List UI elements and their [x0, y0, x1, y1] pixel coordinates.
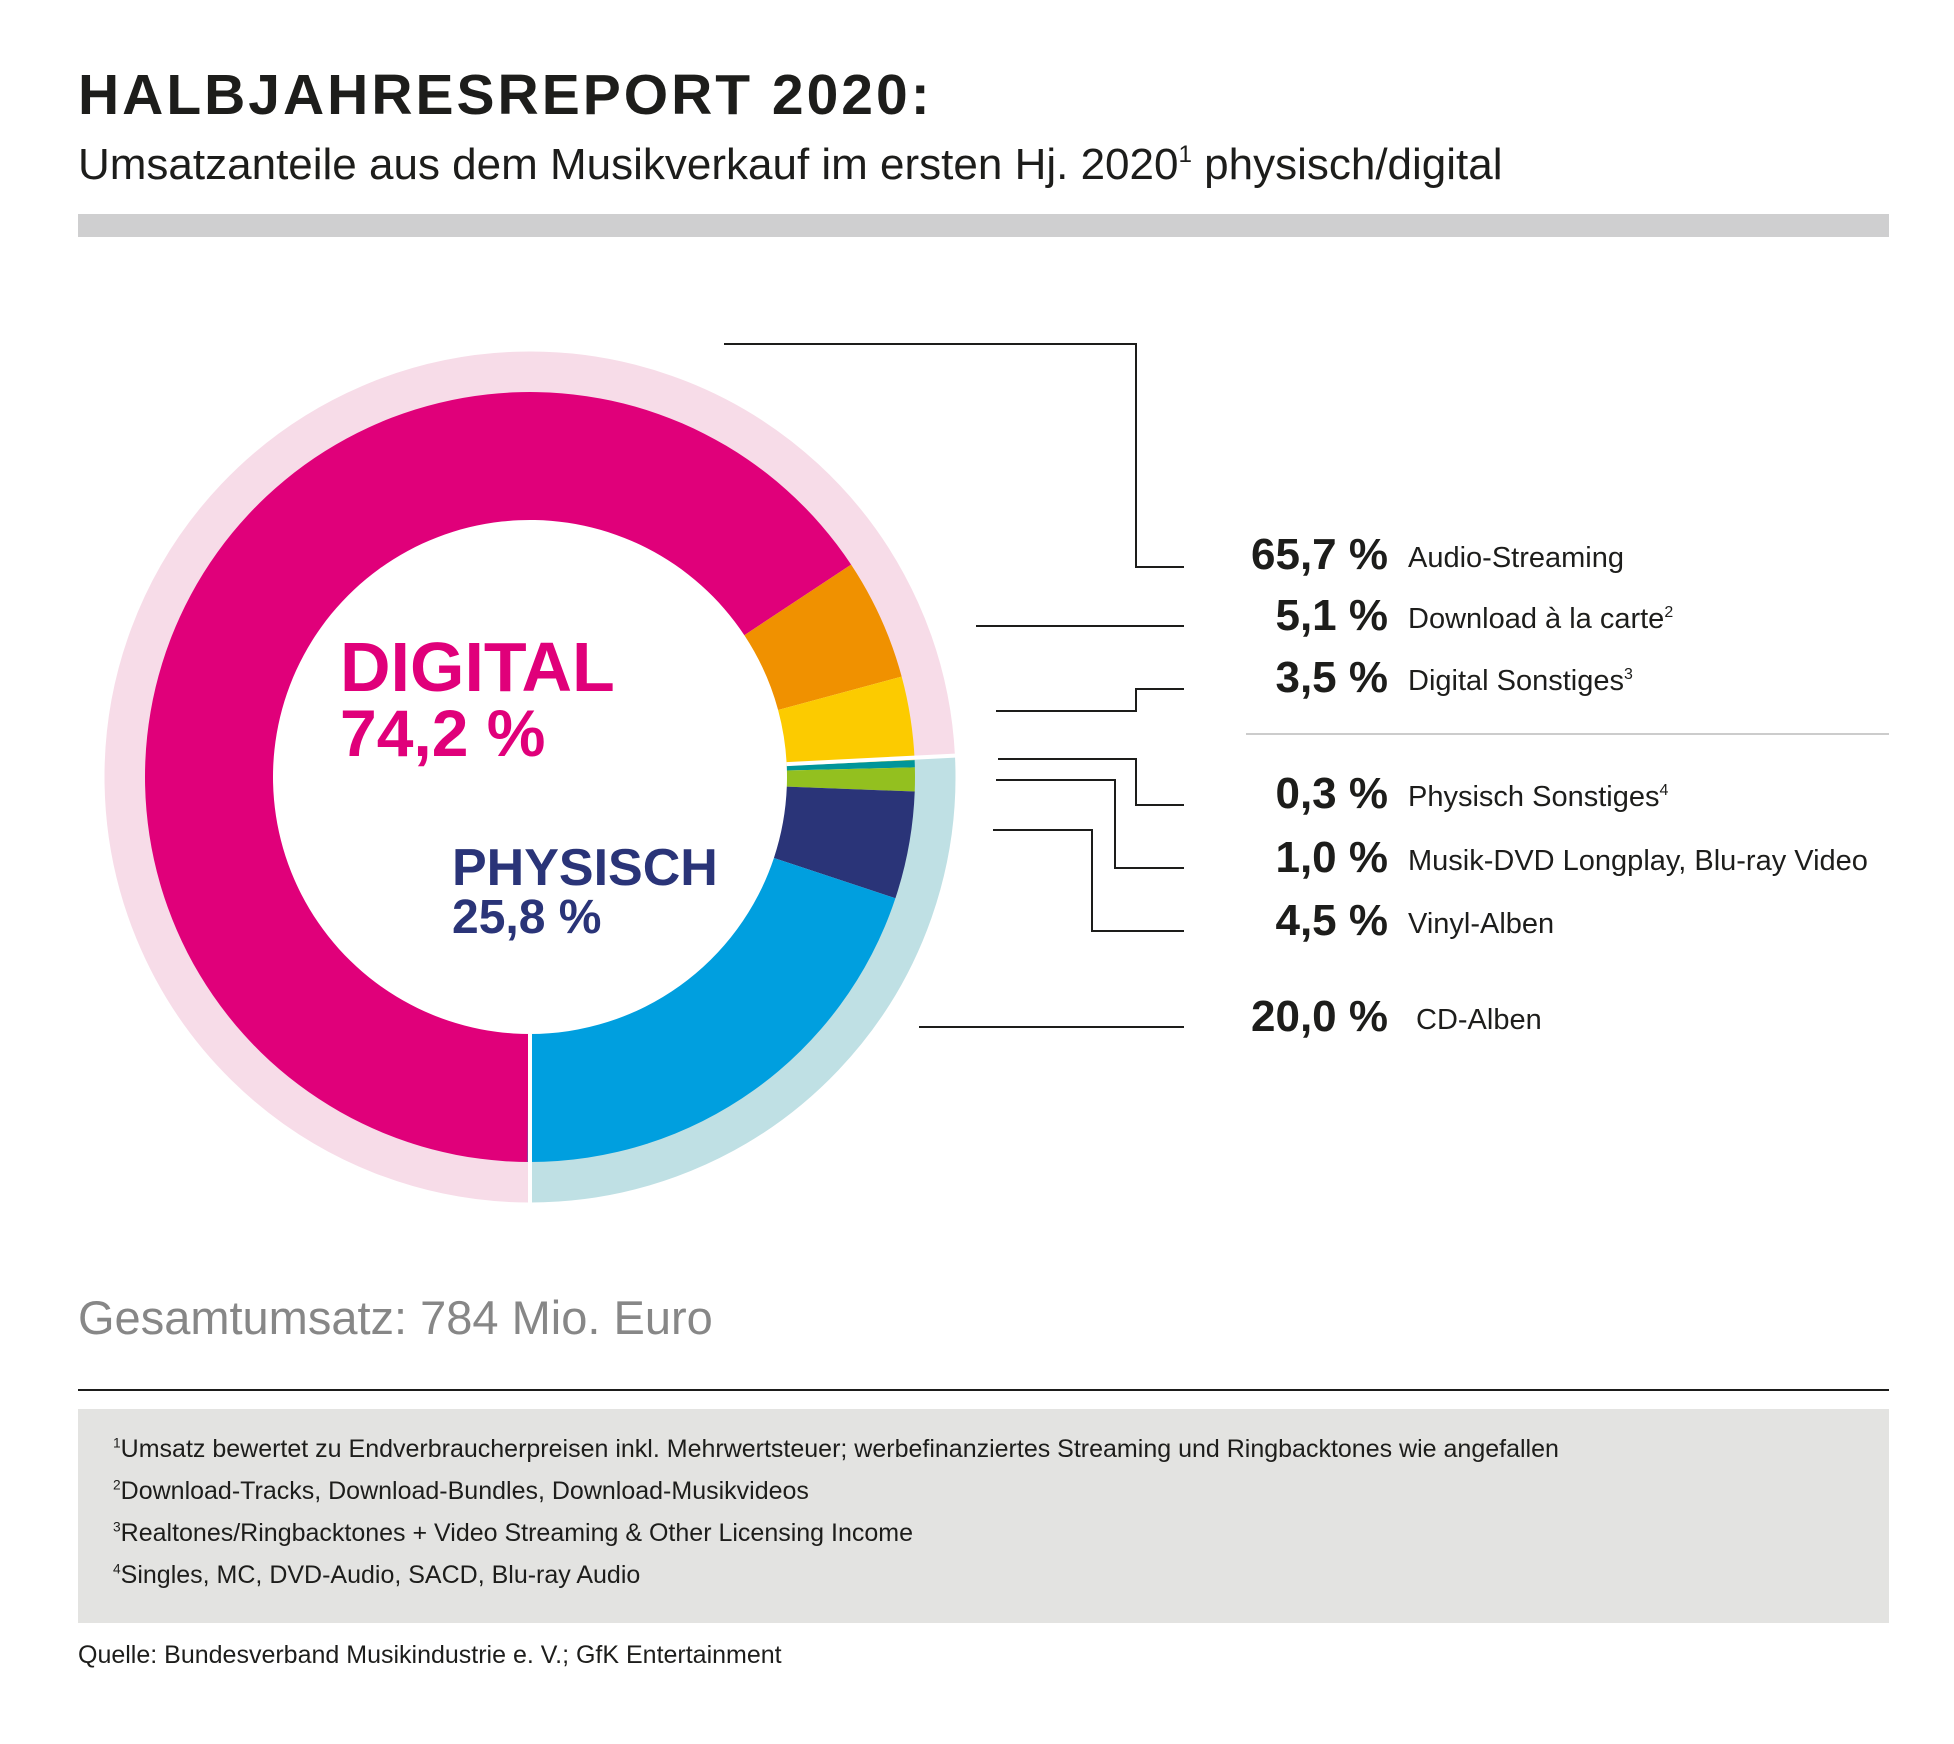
footer-rule — [78, 1389, 1889, 1391]
leader-line-1 — [724, 343, 1184, 568]
legend-value: 3,5 % — [1275, 653, 1388, 702]
chart-title: HALBJAHRESREPORT 2020: — [78, 63, 933, 127]
legend-label: Vinyl-Alben — [1408, 902, 1554, 946]
source-note: Quelle: Bundesverband Musikindustrie e. … — [78, 1641, 782, 1669]
chart-subtitle: Umsatzanteile aus dem Musikverkauf im er… — [78, 140, 1503, 190]
subtitle-text-end: physisch/digital — [1191, 140, 1503, 189]
slice-audio-streaming — [144, 392, 852, 1162]
legend-item: 20,0 % CD-Alben — [1184, 992, 1904, 1042]
slice-download-la-carte — [744, 564, 902, 710]
slice-physisch-sonstiges — [786, 760, 915, 771]
footnote-text: Singles, MC, DVD-Audio, SACD, Blu-ray Au… — [120, 1561, 641, 1589]
footnote-mark: 1 — [113, 1435, 121, 1451]
footnote-mark: 3 — [113, 1519, 121, 1535]
leader-line-4 — [998, 758, 1184, 806]
legend-label-text: Physisch Sonstiges — [1408, 781, 1660, 813]
footnote-text: Umsatz bewertet zu Endverbraucherpreisen… — [120, 1435, 1559, 1463]
footnote-text: Download-Tracks, Download-Bundles, Downl… — [120, 1477, 809, 1505]
legend-label-text: Digital Sonstiges — [1408, 665, 1624, 697]
leader-lines — [724, 343, 1184, 1028]
slice-digital-sonstiges — [778, 676, 915, 766]
legend-value: 0,3 % — [1275, 769, 1388, 818]
legend-label: Download à la carte2 — [1408, 597, 1673, 641]
footnote-mark: 3 — [1624, 665, 1633, 683]
legend-label-text: Vinyl-Alben — [1408, 908, 1555, 940]
legend-item: 3,5 % Digital Sonstiges3 — [1184, 653, 1904, 703]
footnote-mark: 4 — [113, 1561, 121, 1577]
legend-item: 0,3 % Physisch Sonstiges4 — [1184, 769, 1904, 819]
footnote-text: Realtones/Ringbacktones + Video Streamin… — [120, 1519, 914, 1547]
footnote-1: 1Umsatz bewertet zu Endverbraucherpreise… — [113, 1435, 1559, 1464]
footnotes-box: 1Umsatz bewertet zu Endverbraucherpreise… — [78, 1409, 1889, 1623]
footnote-mark: 4 — [1659, 781, 1669, 799]
slice-cd-alben — [527, 857, 896, 1162]
legend-value: 1,0 % — [1275, 833, 1388, 882]
footnote-4: 4Singles, MC, DVD-Audio, SACD, Blu-ray A… — [113, 1561, 640, 1590]
legend-separator — [1246, 733, 1889, 735]
slice-musik-dvd-longplay-blu-ray-video — [786, 767, 915, 792]
physisch-group-value: 25,8 % — [452, 891, 602, 944]
legend-label: Musik-DVD Longplay, Blu-ray Video — [1408, 839, 1868, 883]
legend-value: 5,1 % — [1275, 591, 1388, 640]
total-revenue: Gesamtumsatz: 784 Mio. Euro — [78, 1291, 713, 1344]
physisch-group-label: PHYSISCH — [452, 839, 718, 897]
subtitle-footnote-mark: 1 — [1178, 141, 1192, 169]
legend-label: Audio-Streaming — [1408, 536, 1624, 580]
footnote-mark: 2 — [113, 1477, 121, 1493]
leader-line-5 — [996, 779, 1184, 869]
donut-chart — [101, 343, 1184, 1206]
leader-line-3 — [996, 688, 1184, 712]
legend-item: 1,0 % Musik-DVD Longplay, Blu-ray Video — [1184, 833, 1904, 883]
legend-label-text: Musik-DVD Longplay, Blu-ray Video — [1408, 845, 1868, 877]
leader-line-6 — [993, 829, 1184, 932]
legend-value: 4,5 % — [1275, 896, 1388, 945]
legend-value: 65,7 % — [1251, 530, 1388, 579]
legend-label-text: Audio-Streaming — [1408, 542, 1624, 574]
legend-label-text: CD-Alben — [1416, 1004, 1542, 1036]
legend-value: 20,0 % — [1251, 992, 1388, 1041]
footnote-mark: 2 — [1664, 603, 1674, 621]
slice-vinyl-alben — [773, 786, 915, 899]
legend-item: 4,5 % Vinyl-Alben — [1184, 896, 1904, 946]
legend-label: CD-Alben — [1416, 998, 1542, 1042]
header-divider-bar — [78, 214, 1889, 237]
subtitle-text: Umsatzanteile aus dem Musikverkauf im er… — [78, 140, 1179, 189]
legend-item: 5,1 % Download à la carte2 — [1184, 591, 1904, 641]
digital-group-label: DIGITAL — [340, 628, 615, 706]
footnote-3: 3Realtones/Ringbacktones + Video Streami… — [113, 1519, 913, 1548]
legend-label-text: Download à la carte — [1408, 603, 1665, 635]
group-separator — [786, 753, 958, 767]
digital-group-value: 74,2 % — [340, 696, 546, 770]
legend-item: 65,7 % Audio-Streaming — [1184, 530, 1904, 580]
legend-label: Digital Sonstiges3 — [1408, 659, 1633, 703]
footnote-2: 2Download-Tracks, Download-Bundles, Down… — [113, 1477, 809, 1506]
slices — [144, 392, 958, 1205]
legend-label: Physisch Sonstiges4 — [1408, 775, 1668, 819]
